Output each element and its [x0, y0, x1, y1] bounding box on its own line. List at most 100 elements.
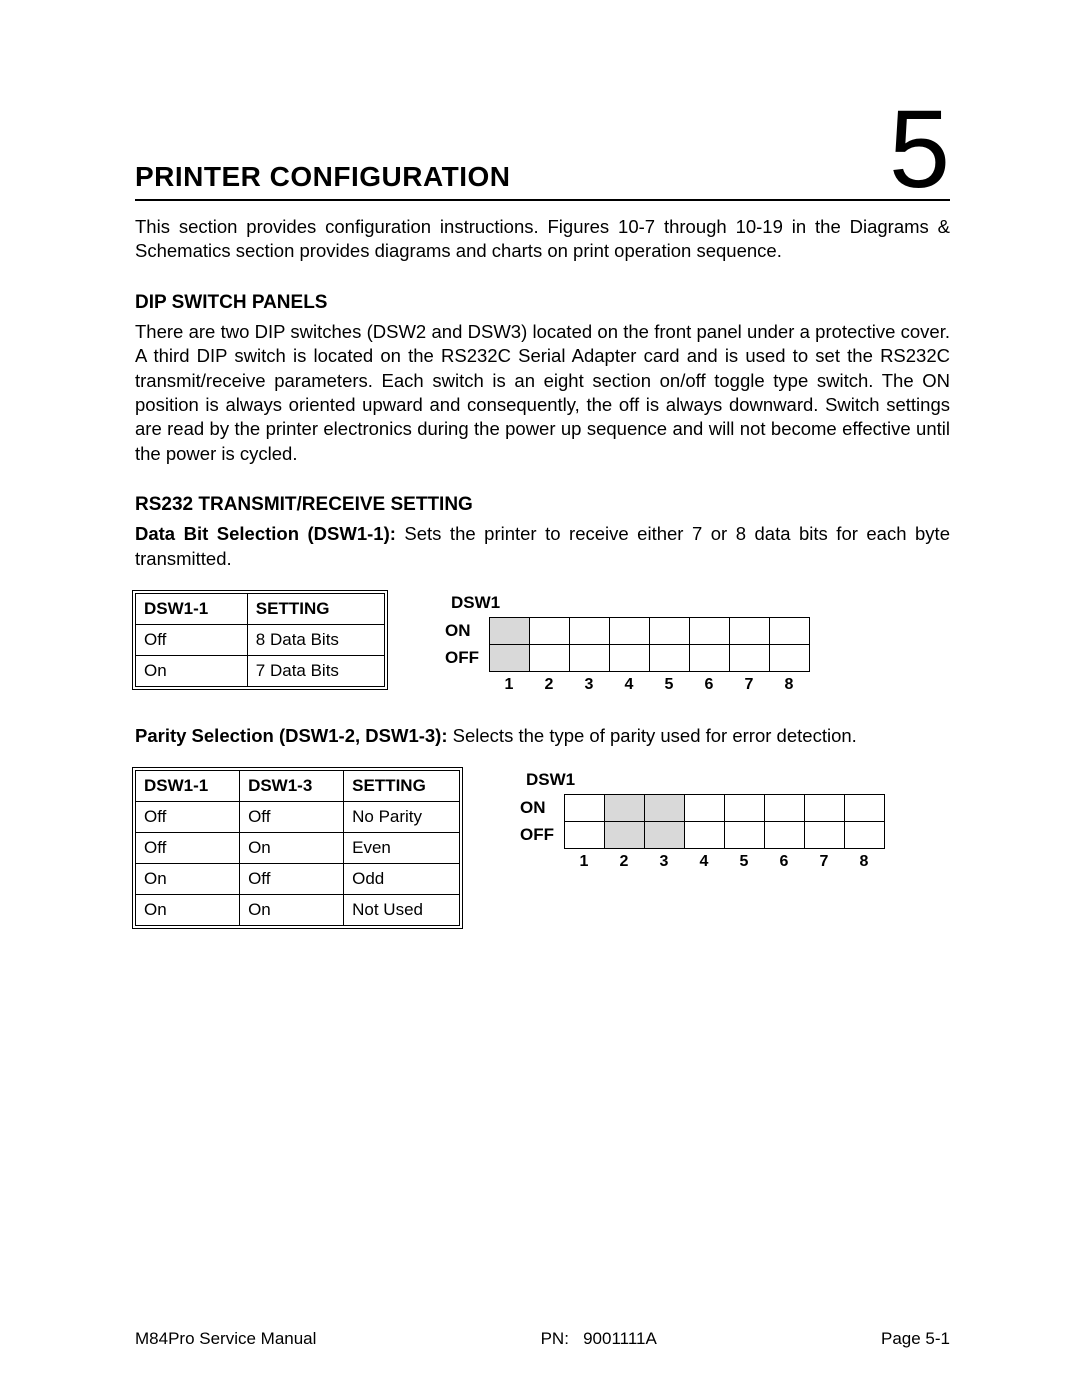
- dip-cell: [530, 618, 570, 645]
- page: PRINTER CONFIGURATION 5 This section pro…: [0, 0, 1080, 1397]
- dip-row-labels: ON OFF: [520, 794, 554, 848]
- dip-num: 6: [689, 676, 729, 694]
- row-parity: DSW1-1 DSW1-3 SETTING Off Off No Parity …: [135, 770, 950, 926]
- dip-label-on: ON: [520, 794, 554, 821]
- dip-cell: [685, 795, 725, 822]
- title-row: PRINTER CONFIGURATION 5: [135, 100, 950, 201]
- table-cell: 8 Data Bits: [247, 625, 384, 656]
- dip-cell: [725, 795, 765, 822]
- dip-label-off: OFF: [445, 644, 479, 671]
- dip-num: 8: [769, 676, 809, 694]
- dip-label-off: OFF: [520, 821, 554, 848]
- table-header: DSW1-1: [136, 771, 240, 802]
- table-cell: On: [240, 895, 344, 926]
- dip-cell: [530, 645, 570, 672]
- section-dip-text: There are two DIP switches (DSW2 and DSW…: [135, 320, 950, 466]
- dip-cell: [650, 645, 690, 672]
- page-footer: M84Pro Service Manual PN: 9001111A Page …: [135, 1329, 950, 1349]
- footer-center-label: PN:: [541, 1329, 569, 1348]
- table-cell: Not Used: [344, 895, 460, 926]
- dip-diagram-2: DSW1 ON OFF 12345678: [520, 770, 885, 871]
- dip-cell: [605, 795, 645, 822]
- dip-cell: [770, 645, 810, 672]
- footer-right: Page 5-1: [881, 1329, 950, 1349]
- dip-grid: [564, 794, 885, 849]
- dip-cell: [605, 822, 645, 849]
- dip-cell: [565, 822, 605, 849]
- dip-cell: [645, 795, 685, 822]
- table-parity: DSW1-1 DSW1-3 SETTING Off Off No Parity …: [135, 770, 460, 926]
- databit-lead-bold: Data Bit Selection (DSW1-1):: [135, 523, 396, 544]
- dip-cell: [770, 618, 810, 645]
- dip-cell: [730, 618, 770, 645]
- footer-center: PN: 9001111A: [541, 1329, 657, 1349]
- parity-lead-text: Selects the type of parity used for erro…: [448, 725, 857, 746]
- dip-cell: [765, 795, 805, 822]
- dip-cell: [650, 618, 690, 645]
- chapter-number: 5: [889, 100, 950, 199]
- dip-num: 4: [609, 676, 649, 694]
- table-cell: 7 Data Bits: [247, 656, 384, 687]
- section-heading-rs232: RS232 TRANSMIT/RECEIVE SETTING: [135, 494, 950, 516]
- table-cell: Even: [344, 833, 460, 864]
- dip-grid: [489, 617, 810, 672]
- dip-cell: [490, 645, 530, 672]
- dip-num: 1: [564, 853, 604, 871]
- table-cell: On: [240, 833, 344, 864]
- dip-num: 1: [489, 676, 529, 694]
- dip-num: 4: [684, 853, 724, 871]
- section-heading-dip: DIP SWITCH PANELS: [135, 292, 950, 314]
- dip-num: 2: [529, 676, 569, 694]
- dip-cell: [570, 645, 610, 672]
- dip-cell: [845, 795, 885, 822]
- dip-num: 5: [724, 853, 764, 871]
- dip-num: 3: [569, 676, 609, 694]
- dip-cell: [610, 618, 650, 645]
- dip-num: 3: [644, 853, 684, 871]
- table-cell: Odd: [344, 864, 460, 895]
- dip-label-on: ON: [445, 617, 479, 644]
- intro-text: This section provides configuration inst…: [135, 215, 950, 264]
- dip-cell: [765, 822, 805, 849]
- dip-cell: [730, 645, 770, 672]
- table-cell: Off: [136, 833, 240, 864]
- dip-num: 7: [804, 853, 844, 871]
- table-cell: Off: [240, 802, 344, 833]
- dip-cell: [690, 618, 730, 645]
- dip-cell: [805, 795, 845, 822]
- table-cell: No Parity: [344, 802, 460, 833]
- dip-num: 5: [649, 676, 689, 694]
- dip-nums: 12345678: [489, 676, 810, 694]
- dip-title: DSW1: [526, 770, 885, 790]
- dip-cell: [570, 618, 610, 645]
- dip-wrap: ON OFF 12345678: [445, 617, 810, 694]
- dip-num: 2: [604, 853, 644, 871]
- table-header: DSW1-3: [240, 771, 344, 802]
- dip-num: 8: [844, 853, 884, 871]
- table-header: SETTING: [344, 771, 460, 802]
- row-databit: DSW1-1 SETTING Off 8 Data Bits On 7 Data…: [135, 593, 950, 694]
- dip-cell: [490, 618, 530, 645]
- dip-nums: 12345678: [564, 853, 885, 871]
- dip-cell: [805, 822, 845, 849]
- table-header: SETTING: [247, 594, 384, 625]
- dip-cell: [610, 645, 650, 672]
- page-title: PRINTER CONFIGURATION: [135, 161, 511, 199]
- dip-cell: [565, 795, 605, 822]
- dip-num: 6: [764, 853, 804, 871]
- footer-center-value: 9001111A: [583, 1329, 657, 1348]
- dip-cell: [845, 822, 885, 849]
- dip-diagram-1: DSW1 ON OFF 12345678: [445, 593, 810, 694]
- table-cell: On: [136, 895, 240, 926]
- table-cell: Off: [136, 625, 248, 656]
- table-cell: Off: [240, 864, 344, 895]
- dip-title: DSW1: [451, 593, 810, 613]
- footer-left: M84Pro Service Manual: [135, 1329, 316, 1349]
- dip-row-labels: ON OFF: [445, 617, 479, 671]
- databit-text: Data Bit Selection (DSW1-1): Sets the pr…: [135, 522, 950, 571]
- table-cell: Off: [136, 802, 240, 833]
- table-cell: On: [136, 864, 240, 895]
- dip-cell: [645, 822, 685, 849]
- dip-wrap: ON OFF 12345678: [520, 794, 885, 871]
- dip-cell: [725, 822, 765, 849]
